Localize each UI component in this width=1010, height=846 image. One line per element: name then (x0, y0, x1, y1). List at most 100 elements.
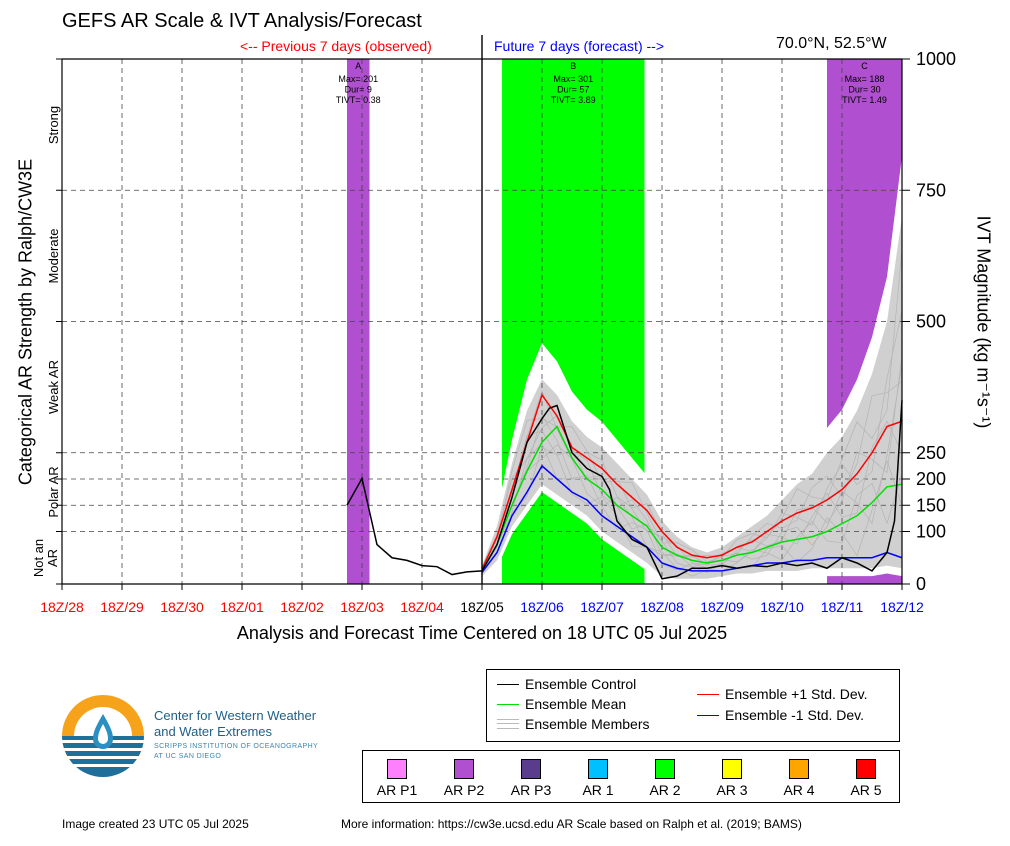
category-label-line: Strong (46, 105, 61, 144)
category-label: Moderate (46, 228, 61, 283)
grid-lines (62, 59, 902, 584)
ensemble-member-line (481, 364, 903, 574)
logo-line2: and Water Extremes (154, 724, 273, 739)
ar-scale-item: AR P2 (434, 759, 494, 798)
logo-line1: Center for Western Weather (154, 708, 317, 723)
legend-mean-label: Ensemble Mean (525, 696, 627, 712)
y-tick-label: 150 (916, 495, 946, 515)
x-tick-label: 18Z/28 (40, 599, 84, 615)
legend-control: Ensemble Control (497, 676, 636, 692)
series-legend: Ensemble Control Ensemble Mean Ensemble … (486, 669, 900, 742)
ar-event-id-C: C (861, 61, 868, 71)
logo-subtitle: SCRIPPS INSTITUTION OF OCEANOGRAPHY AT U… (154, 742, 318, 762)
ar-scale-label: AR 4 (783, 782, 815, 798)
ensemble-member-line (481, 447, 903, 577)
x-tick-label: 18Z/08 (640, 599, 684, 615)
y-axis-label-left: Categorical AR Strength by Ralph/CW3E (15, 158, 36, 486)
ensemble-spread (482, 156, 902, 584)
legend-members-label: Ensemble Members (525, 716, 650, 732)
legend-members-swatch (497, 719, 519, 729)
x-tick-label: 18Z/09 (700, 599, 744, 615)
ar-scale-item: AR 3 (702, 759, 762, 798)
cw3e-logo-icon (62, 695, 144, 778)
legend-mean-swatch (497, 703, 519, 705)
category-label-line: Polar AR (46, 466, 61, 518)
legend-minus: Ensemble -1 Std. Dev. (697, 707, 864, 723)
ar-scale-swatch (387, 759, 407, 779)
ar-event-stat-B: Dur= 57 (557, 85, 589, 95)
category-label-line: Not an (31, 538, 46, 577)
ar-event-id-B: B (570, 61, 576, 71)
x-tick-label: 18Z/06 (520, 599, 564, 615)
ar-scale-label: AR 2 (649, 782, 681, 798)
axes (56, 35, 910, 590)
legend-control-swatch (497, 683, 519, 685)
forecast-period-label: Future 7 days (forecast) --> (494, 38, 665, 54)
ar-scale-swatch (521, 759, 541, 779)
minus-std-line (481, 464, 903, 573)
x-tick-label: 18Z/01 (220, 599, 264, 615)
x-tick-label: 18Z/10 (760, 599, 804, 615)
logo-line3: SCRIPPS INSTITUTION OF OCEANOGRAPHY (154, 743, 319, 750)
x-tick-label: 18Z/11 (821, 599, 864, 615)
ar-scale-label: AR 3 (716, 782, 748, 798)
ar-scale-label: AR 5 (850, 782, 882, 798)
ar-event-stat-C: TIVT= 1.49 (842, 95, 887, 105)
x-tick-label: 18Z/07 (580, 599, 624, 615)
chart-title: GEFS AR Scale & IVT Analysis/Forecast (62, 10, 422, 32)
ar-event-id-A: A (355, 61, 361, 71)
y-tick-label: 750 (916, 180, 946, 200)
ar-scale-swatch (722, 759, 742, 779)
ensemble-member-line (481, 380, 903, 568)
ar-event-stat-B: TIVT= 3.89 (551, 95, 596, 105)
ar-scale-label: AR P1 (376, 782, 418, 798)
category-label: Strong (46, 105, 61, 144)
category-label-line: AR (45, 548, 60, 567)
category-label: Not an AR (31, 538, 60, 577)
plus-std-line (481, 393, 903, 570)
legend-plus-swatch (697, 693, 719, 695)
y-tick-label: 100 (916, 522, 946, 542)
y-axis-label-right: IVT Magnitude (kg m⁻¹s⁻¹) (973, 215, 994, 429)
y-tick-label: 500 (916, 312, 946, 332)
ensemble-spread-fill (482, 216, 902, 579)
x-axis-label: Analysis and Forecast Time Centered on 1… (236, 623, 728, 643)
ar-scale-swatch (588, 759, 608, 779)
ensemble-member-line (481, 310, 903, 572)
ar-scale-swatch (856, 759, 876, 779)
legend-minus-label: Ensemble -1 Std. Dev. (725, 707, 865, 723)
ar-scale-item: AR 2 (635, 759, 695, 798)
legend-plus: Ensemble +1 Std. Dev. (697, 686, 868, 702)
legend-plus-label: Ensemble +1 Std. Dev. (725, 686, 868, 702)
location-label: 70.0°N, 52.5°W (776, 35, 887, 52)
logo-line4: AT UC SAN DIEGO (154, 753, 222, 760)
mean-line (481, 425, 903, 572)
category-label: Polar AR (46, 466, 61, 518)
x-tick-label: 18Z/12 (880, 599, 924, 615)
category-label: Weak AR (46, 360, 61, 414)
image-created-note: Image created 23 UTC 05 Jul 2025 (62, 817, 249, 831)
ar-event-stat-A: TIVT= 0.38 (336, 95, 381, 105)
ar-event-stat-A: Max= 201 (338, 74, 378, 84)
ar-scale-legend: AR P1 AR P2 AR P3 AR 1 AR 2 AR 3 AR 4 AR 5 (362, 750, 900, 803)
x-tick-label: 18Z/02 (280, 599, 324, 615)
ar-scale-swatch (454, 759, 474, 779)
ar-scale-item: AR 4 (769, 759, 829, 798)
x-tick-label: 18Z/30 (160, 599, 204, 615)
ar-scale-label: AR P3 (510, 782, 552, 798)
ar-event-stat-A: Dur= 9 (345, 85, 372, 95)
ar-scale-item: AR 1 (568, 759, 628, 798)
ar-scale-label: AR 1 (582, 782, 614, 798)
ar-scale-swatch (789, 759, 809, 779)
observed-period-label: <-- Previous 7 days (observed) (240, 38, 432, 54)
legend-minus-swatch (697, 714, 719, 716)
ar-scale-label: AR P2 (443, 782, 485, 798)
x-tick-label: 18Z/05 (460, 599, 504, 615)
ar-scale-item: AR 5 (836, 759, 896, 798)
ar-scale-item: AR P3 (501, 759, 561, 798)
cw3e-logo: Center for Western Weather and Water Ext… (60, 694, 360, 784)
y-tick-label: 0 (916, 574, 926, 594)
y-tick-label: 250 (916, 443, 946, 463)
